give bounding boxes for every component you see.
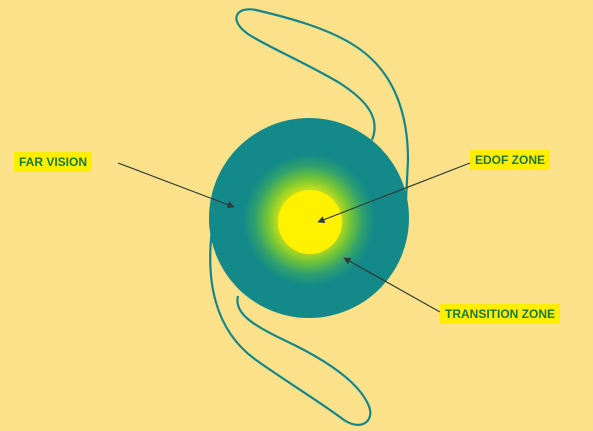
edof-zone-arrow (317, 162, 471, 224)
upper-haptic (235, 8, 410, 201)
edof-zone (278, 190, 342, 254)
transition-zone-label: TRANSITION ZONE (440, 304, 560, 324)
transition-zone-arrow (343, 257, 441, 313)
far-vision-label: FAR VISION (14, 152, 93, 172)
edof-zone-label: EDOF ZONE (470, 150, 551, 170)
lower-haptic (209, 229, 372, 426)
far-vision-arrow (117, 162, 235, 209)
